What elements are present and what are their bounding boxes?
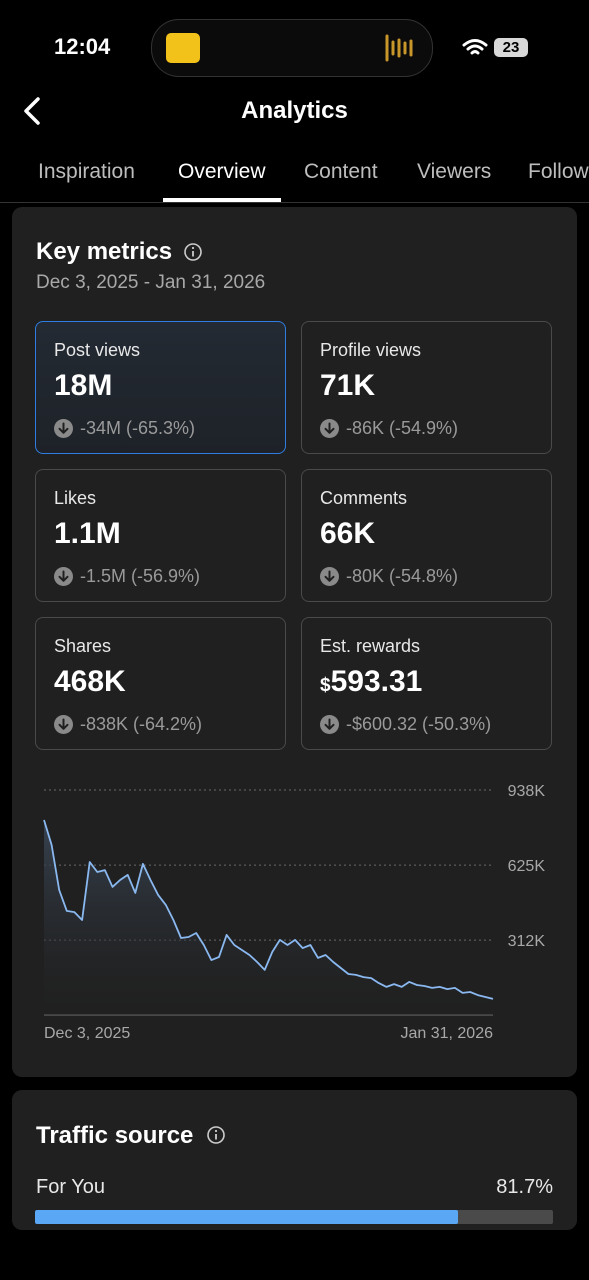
- metric-change: -1.5M (-56.9%): [80, 566, 201, 586]
- metric-change: -$600.32 (-50.3%): [346, 714, 492, 734]
- tab[interactable]: Viewers: [417, 160, 492, 183]
- tab[interactable]: Inspiration: [38, 160, 135, 183]
- metric-label: Post views: [54, 340, 141, 360]
- metric-label: Comments: [320, 488, 408, 508]
- metric-number: 468K: [54, 665, 126, 698]
- metric-card[interactable]: Shares 468K -838K (-64.2%): [35, 617, 286, 750]
- metric-card[interactable]: Est. rewards $593.31 -$600.32 (-50.3%): [301, 617, 552, 750]
- metric-card[interactable]: Profile views 71K -86K (-54.9%): [301, 321, 552, 454]
- info-icon[interactable]: [183, 242, 203, 262]
- metric-value: 468K: [54, 665, 126, 699]
- app-icon: [166, 33, 200, 63]
- metric-card[interactable]: Likes 1.1M -1.5M (-56.9%): [35, 469, 286, 602]
- page-title: Analytics: [241, 97, 348, 124]
- metric-change: -86K (-54.9%): [346, 418, 459, 438]
- traffic-source-card: Traffic source For You 81.7%: [12, 1090, 577, 1230]
- date-range: Dec 3, 2025 - Jan 31, 2026: [36, 272, 266, 293]
- tab-divider: [0, 202, 589, 203]
- metric-number: 18M: [54, 369, 113, 402]
- dynamic-island: [151, 19, 433, 77]
- battery: 23: [494, 38, 528, 57]
- metric-card[interactable]: Post views 18M -34M (-65.3%): [35, 321, 286, 454]
- section-title: Key metrics: [36, 238, 173, 265]
- down-icon: [320, 567, 339, 586]
- progress-track: [35, 1210, 553, 1224]
- audio-icon: [385, 34, 413, 62]
- tab[interactable]: Overview: [178, 160, 266, 183]
- currency-prefix: $: [320, 675, 331, 696]
- down-icon: [320, 419, 339, 438]
- metric-value: 18M: [54, 369, 112, 403]
- metric-card[interactable]: Comments 66K -80K (-54.8%): [301, 469, 552, 602]
- down-icon: [54, 715, 73, 734]
- down-icon: [54, 567, 73, 586]
- info-icon[interactable]: [206, 1125, 226, 1145]
- metric-change: -838K (-64.2%): [80, 714, 203, 734]
- metric-value: $593.31: [320, 665, 422, 699]
- metric-number: 66K: [320, 517, 376, 550]
- metric-label: Est. rewards: [320, 636, 421, 656]
- metric-number: 71K: [320, 369, 376, 402]
- back-button[interactable]: [20, 96, 46, 126]
- down-icon: [54, 419, 73, 438]
- metric-value: 1.1M: [54, 517, 121, 551]
- metric-value: 66K: [320, 517, 375, 551]
- tab-bar: Inspiration Overview Content Viewers Followe…: [0, 0, 589, 204]
- key-metrics-card: Key metrics Dec 3, 2025 - Jan 31, 2026 P…: [12, 207, 577, 1077]
- metric-label: Likes: [54, 488, 97, 508]
- metric-change: -34M (-65.3%): [80, 418, 196, 438]
- source-percent: 81.7%: [496, 1176, 553, 1198]
- wifi-icon: [462, 39, 488, 55]
- down-icon: [320, 715, 339, 734]
- progress-bar: [35, 1210, 459, 1224]
- tab[interactable]: Content: [304, 160, 378, 183]
- tab[interactable]: Followers: [528, 160, 589, 183]
- status-time: 12:04: [54, 34, 111, 59]
- section-title: Traffic source: [36, 1122, 194, 1149]
- metric-change: -80K (-54.8%): [346, 566, 459, 586]
- metric-number: 593.31: [330, 665, 423, 698]
- metric-label: Shares: [54, 636, 112, 656]
- source-name: For You: [36, 1176, 105, 1198]
- metric-label: Profile views: [320, 340, 422, 360]
- tab-indicator: [163, 198, 281, 202]
- metric-number: 1.1M: [54, 517, 121, 550]
- metric-value: 71K: [320, 369, 375, 403]
